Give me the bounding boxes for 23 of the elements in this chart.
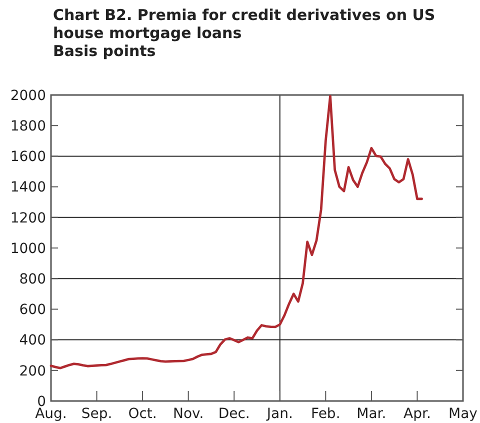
x-tick-label: Mar. (356, 406, 386, 422)
chart-subtitle: Basis points (53, 42, 156, 60)
y-tick-label: 600 (19, 302, 46, 318)
y-tick-label: 1200 (10, 210, 46, 226)
x-tick-label: Feb. (311, 406, 340, 422)
x-tick-label: May (448, 406, 478, 422)
x-tick-label: Sep. (81, 406, 112, 422)
chart-title: Chart B2. Premia for credit derivatives on US house mortgage loans (53, 6, 436, 42)
y-tick-label: 1400 (10, 180, 46, 196)
x-tick-label: Nov. (172, 406, 204, 422)
y-tick-label: 1000 (10, 240, 46, 257)
line-series (50, 94, 423, 370)
y-tick-label: 1600 (10, 149, 46, 166)
x-tick-label: Jan. (266, 406, 293, 422)
x-tick-label: Apr. (404, 406, 431, 422)
x-tick-label: Oct. (128, 406, 157, 422)
y-tick-label: 2000 (10, 88, 46, 104)
x-tick-label: Dec. (218, 406, 250, 422)
y-tick-label: 400 (19, 332, 46, 349)
x-tick-label: Aug. (35, 406, 67, 422)
y-tick-label: 200 (19, 363, 46, 380)
y-tick-label: 800 (19, 272, 46, 288)
y-tick-label: 1800 (10, 118, 46, 134)
